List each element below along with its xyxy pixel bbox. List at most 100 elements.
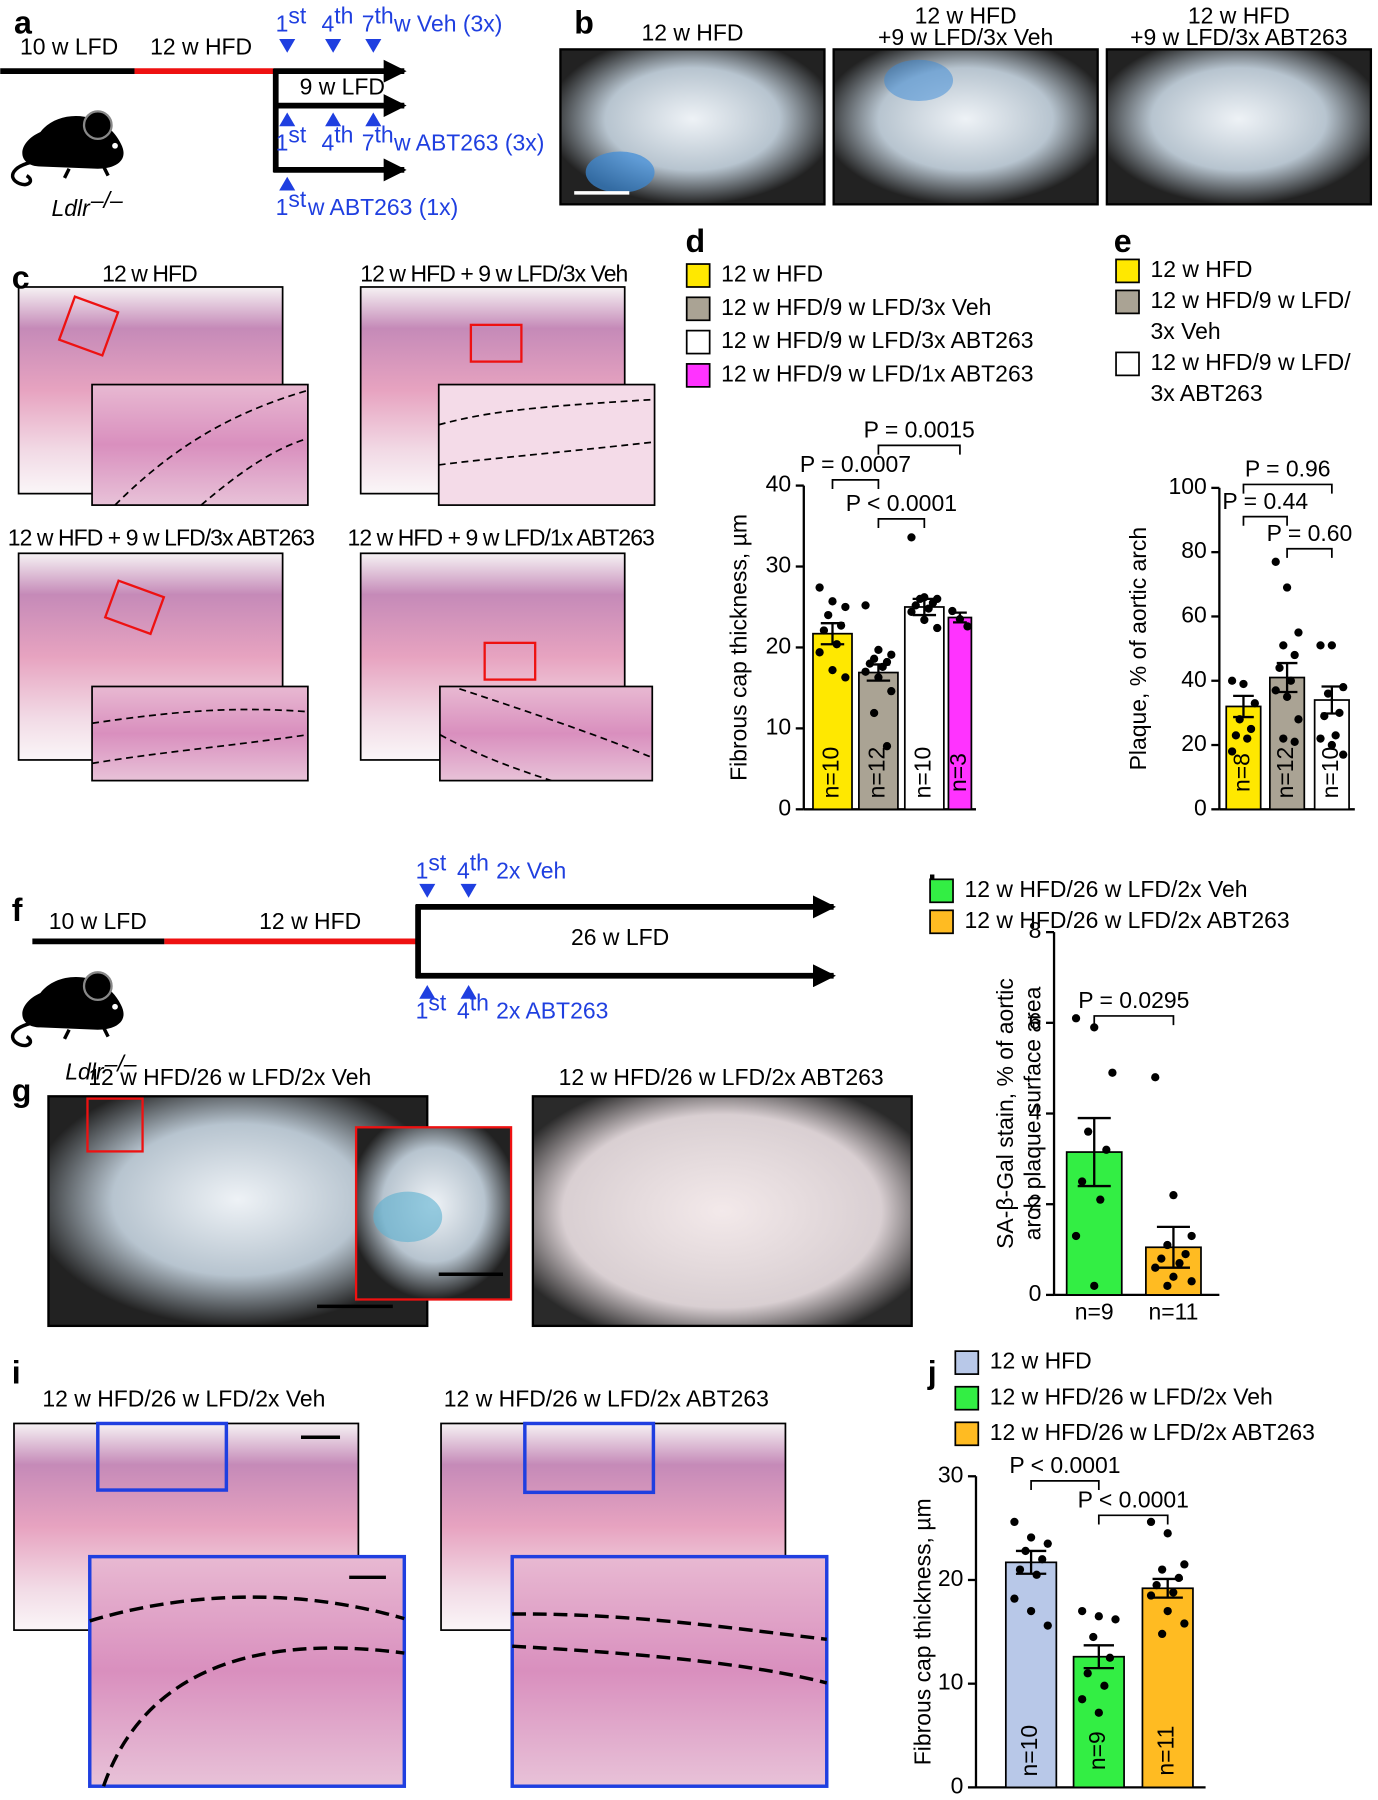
data-point — [819, 626, 829, 635]
data-point — [1078, 1606, 1087, 1616]
data-point — [955, 614, 965, 624]
treatment-label: w ABT263 (3x) — [393, 130, 544, 156]
stage-label: 10 w LFD — [20, 33, 118, 59]
data-point — [933, 623, 942, 633]
error-bar — [1015, 1549, 1047, 1575]
image-title: 12 w HFD — [102, 261, 197, 287]
data-point — [861, 667, 870, 676]
treatment-label: 2x Veh — [496, 858, 566, 884]
data-point — [1339, 750, 1348, 759]
data-point — [1174, 1573, 1183, 1583]
data-point — [1327, 641, 1336, 650]
legend-label: 3x ABT263 — [1150, 380, 1262, 406]
p-value: P < 0.0001 — [846, 490, 957, 516]
significance-bracket — [877, 444, 961, 455]
data-point — [911, 601, 920, 610]
data-point — [1294, 628, 1303, 637]
data-point — [948, 606, 957, 616]
data-point — [1163, 1240, 1172, 1250]
dose-number: 7 — [362, 130, 375, 156]
error-bar — [1276, 661, 1298, 694]
panel-label: a — [14, 5, 33, 41]
timeline-a — [0, 59, 407, 187]
dose-sup: st — [428, 990, 446, 1016]
p-value: P < 0.0001 — [1009, 1452, 1120, 1478]
legend-label: 12 w HFD/26 w LFD/2x Veh — [990, 1383, 1273, 1409]
y-tick-label: 20 — [938, 1565, 964, 1591]
panel-label: g — [12, 1072, 32, 1108]
dose-sup: st — [428, 849, 446, 875]
dose-marker — [460, 984, 477, 999]
y-tick-label: 0 — [1029, 1280, 1042, 1306]
n-label: n=10 — [909, 747, 935, 799]
data-point — [1089, 1632, 1098, 1642]
y-tick-label: 80 — [1181, 537, 1207, 563]
stage-label: 26 w LFD — [571, 924, 669, 950]
dose-number: 1 — [416, 998, 429, 1024]
data-point — [1235, 715, 1244, 724]
legend-label: 12 w HFD — [1150, 256, 1252, 282]
y-tick-label: 100 — [1168, 473, 1206, 499]
data-point — [1282, 583, 1292, 592]
data-point — [1108, 1068, 1117, 1077]
y-tick-label: 0 — [1194, 794, 1207, 820]
data-point — [1279, 734, 1288, 743]
data-point — [1286, 676, 1296, 685]
data-point — [1021, 1546, 1030, 1556]
p-value: P = 0.0007 — [800, 451, 911, 477]
data-point — [1163, 1281, 1172, 1290]
strain-sup: –/– — [104, 1050, 137, 1076]
legend-label: 12 w HFD — [990, 1348, 1092, 1374]
legend-swatch — [954, 1385, 980, 1411]
y-axis-label: Fibrous cap thickness, µm — [909, 1498, 935, 1765]
data-point — [841, 673, 850, 682]
data-point — [915, 594, 925, 604]
dose-marker — [325, 112, 342, 127]
data-point — [1111, 1615, 1120, 1624]
data-point — [1094, 1708, 1103, 1717]
n-label: n=9 — [1084, 1731, 1110, 1770]
legend-swatch — [685, 296, 711, 322]
data-point — [828, 665, 837, 675]
data-point — [874, 673, 883, 682]
data-point — [1157, 1254, 1166, 1263]
dose-marker — [365, 112, 382, 127]
dose-marker — [279, 176, 296, 191]
y-tick-label: 8 — [1029, 917, 1042, 943]
dose-sup: th — [470, 990, 489, 1016]
significance-bracket — [1242, 515, 1288, 526]
data-point — [1169, 1191, 1178, 1200]
y-tick-label: 40 — [1181, 666, 1207, 692]
data-point — [1227, 676, 1237, 685]
dose-number: 1 — [276, 194, 289, 220]
n-label: n=9 — [1075, 1298, 1114, 1324]
dose-number: 4 — [322, 130, 335, 156]
data-point — [1032, 1570, 1041, 1579]
y-tick-label: 6 — [1029, 1008, 1042, 1034]
image-title: 12 w HFD + 9 w LFD/3x Veh — [360, 261, 627, 287]
data-point — [1090, 1281, 1099, 1290]
data-point — [1275, 663, 1284, 673]
data-point — [963, 622, 972, 631]
image-title: 12 w HFD — [915, 2, 1017, 28]
strain-sup: –/– — [90, 187, 123, 213]
data-point — [1320, 711, 1329, 721]
data-point — [1026, 1606, 1036, 1616]
data-point — [1294, 715, 1303, 724]
legend-label: 12 w HFD/9 w LFD/ — [1150, 287, 1351, 313]
data-point — [1169, 1588, 1178, 1597]
n-label: n=11 — [1153, 1726, 1179, 1776]
y-tick-label: 4 — [1029, 1099, 1042, 1125]
data-point — [1323, 689, 1333, 698]
data-point — [1271, 557, 1280, 566]
y-tick-label: 10 — [766, 713, 792, 739]
data-point — [882, 742, 892, 751]
data-point — [1151, 1073, 1160, 1082]
dose-marker — [419, 984, 436, 999]
significance-bracket — [831, 478, 880, 490]
significance-bracket — [877, 518, 926, 529]
data-point — [920, 615, 929, 625]
data-point — [1043, 1621, 1052, 1630]
p-value: P = 0.0295 — [1078, 987, 1189, 1013]
